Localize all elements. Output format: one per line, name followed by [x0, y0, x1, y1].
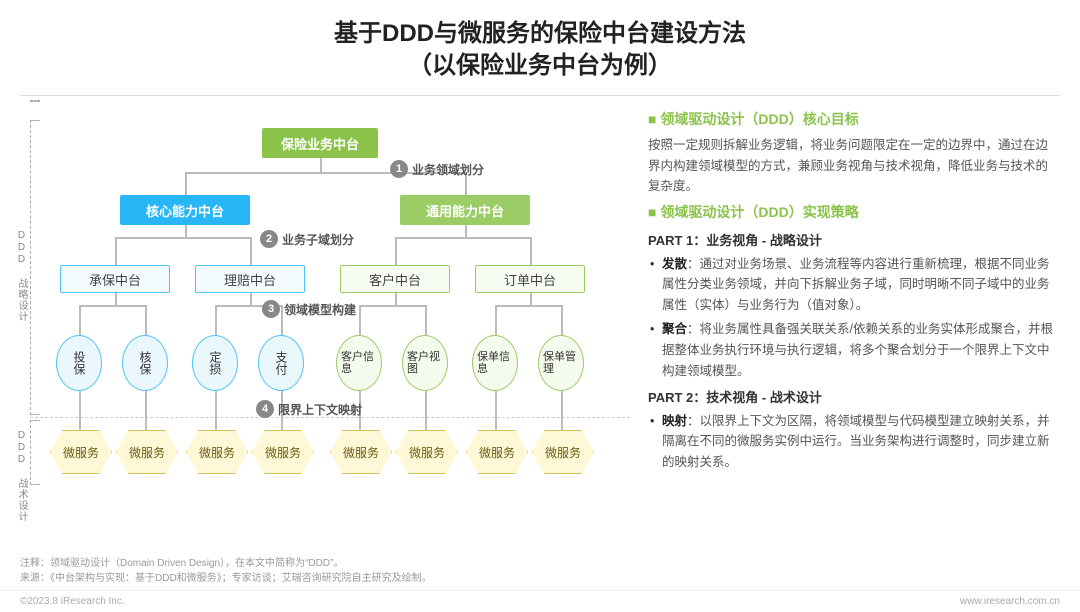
- connector: [530, 293, 532, 305]
- ellipse-node: 定损: [192, 335, 238, 391]
- level3-node: 订单中台: [475, 265, 585, 293]
- brace-bottom: [30, 420, 40, 485]
- connector: [79, 305, 145, 307]
- level3-node: 承保中台: [60, 265, 170, 293]
- connector: [79, 305, 81, 335]
- ellipse-node: 客户信息: [336, 335, 382, 391]
- connector: [115, 237, 250, 239]
- connector: [425, 391, 427, 430]
- bullet-3: 映射：以限界上下文为区隔，将领域模型与代码模型建立映射关系，并隔离在不同的微服务…: [648, 411, 1056, 473]
- connector: [425, 305, 427, 335]
- side-label-bottom: DDD 战术设计: [14, 430, 29, 522]
- footnotes: 注释：领域驱动设计（Domain Driven Design），在本文中简称为“…: [20, 554, 432, 584]
- hex-node: 微服务: [186, 430, 248, 474]
- connector: [145, 391, 147, 430]
- root-node: 保险业务中台: [262, 128, 378, 158]
- connector: [250, 237, 252, 265]
- connector: [215, 391, 217, 430]
- connector: [359, 305, 361, 335]
- ellipse-node: 保单信息: [472, 335, 518, 391]
- step-badge: 3领域模型构建: [262, 300, 356, 318]
- connector: [561, 305, 563, 335]
- connector: [115, 293, 117, 305]
- level2-node: 核心能力中台: [120, 195, 250, 225]
- connector: [465, 225, 467, 237]
- footer-left: ©2023.8 iResearch Inc.: [20, 596, 125, 607]
- step-badge: 1业务领域划分: [390, 160, 484, 178]
- connector: [395, 237, 397, 265]
- connector: [79, 391, 81, 430]
- connector: [530, 237, 532, 265]
- connector: [320, 158, 322, 172]
- footer: ©2023.8 iResearch Inc. www.iresearch.com…: [0, 590, 1080, 612]
- bullet-1: 发散：通过对业务场景、业务流程等内容进行重新梳理，根据不同业务属性分类业务领域，…: [648, 254, 1056, 316]
- hex-node: 微服务: [252, 430, 314, 474]
- title-line1: 基于DDD与微服务的保险中台建设方法: [0, 18, 1080, 50]
- connector: [495, 391, 497, 430]
- content-area: DDD 战略设计 DDD 战术设计 保险业务中台核心能力中台 通用能力中台承保中台…: [0, 100, 1080, 572]
- panel-h2: 领域驱动设计（DDD）实现策略: [648, 201, 1056, 224]
- text-panel: 领域驱动设计（DDD）核心目标 按照一定规则拆解业务逻辑，将业务问题限定在一定的…: [640, 100, 1080, 572]
- tree-diagram: DDD 战略设计 DDD 战术设计 保险业务中台核心能力中台 通用能力中台承保中台…: [0, 100, 640, 572]
- connector: [395, 237, 530, 239]
- hex-node: 微服务: [330, 430, 392, 474]
- ellipse-node: 支付: [258, 335, 304, 391]
- connector: [359, 305, 425, 307]
- connector: [495, 305, 497, 335]
- hex-node: 微服务: [396, 430, 458, 474]
- ellipse-node: 核保: [122, 335, 168, 391]
- brace-top: [30, 120, 40, 415]
- ellipse-node: 保单管理: [538, 335, 584, 391]
- step-badge: 2业务子域划分: [260, 230, 354, 248]
- node: [30, 100, 40, 102]
- connector: [185, 172, 187, 195]
- connector: [215, 305, 217, 335]
- ellipse-node: 投保: [56, 335, 102, 391]
- connector: [250, 293, 252, 305]
- level3-node: 理赔中台: [195, 265, 305, 293]
- connector: [395, 293, 397, 305]
- hex-node: 微服务: [116, 430, 178, 474]
- hex-node: 微服务: [50, 430, 112, 474]
- panel-h1: 领域驱动设计（DDD）核心目标: [648, 108, 1056, 131]
- connector: [145, 305, 147, 335]
- panel-part1: PART 1：业务视角 - 战略设计: [648, 230, 1056, 251]
- panel-p1: 按照一定规则拆解业务逻辑，将业务问题限定在一定的边界中，通过在边界内构建领域模型…: [648, 135, 1056, 197]
- ellipse-node: 客户视图: [402, 335, 448, 391]
- side-label-top: DDD 战略设计: [14, 230, 29, 322]
- connector: [185, 225, 187, 237]
- connector: [115, 237, 117, 265]
- hex-node: 微服务: [532, 430, 594, 474]
- step-badge: 4限界上下文映射: [256, 400, 362, 418]
- hex-node: 微服务: [466, 430, 528, 474]
- bullet-2: 聚合：将业务属性具备强关联关系/依赖关系的业务实体形成聚合，并根据整体业务执行环…: [648, 319, 1056, 381]
- level3-node: 客户中台: [340, 265, 450, 293]
- panel-part2: PART 2：技术视角 - 战术设计: [648, 387, 1056, 408]
- connector: [561, 391, 563, 430]
- connector: [495, 305, 561, 307]
- footer-right: www.iresearch.com.cn: [960, 596, 1060, 607]
- level2-node: 通用能力中台: [400, 195, 530, 225]
- divider: [20, 95, 1060, 96]
- title-line2: （以保险业务中台为例）: [0, 50, 1080, 82]
